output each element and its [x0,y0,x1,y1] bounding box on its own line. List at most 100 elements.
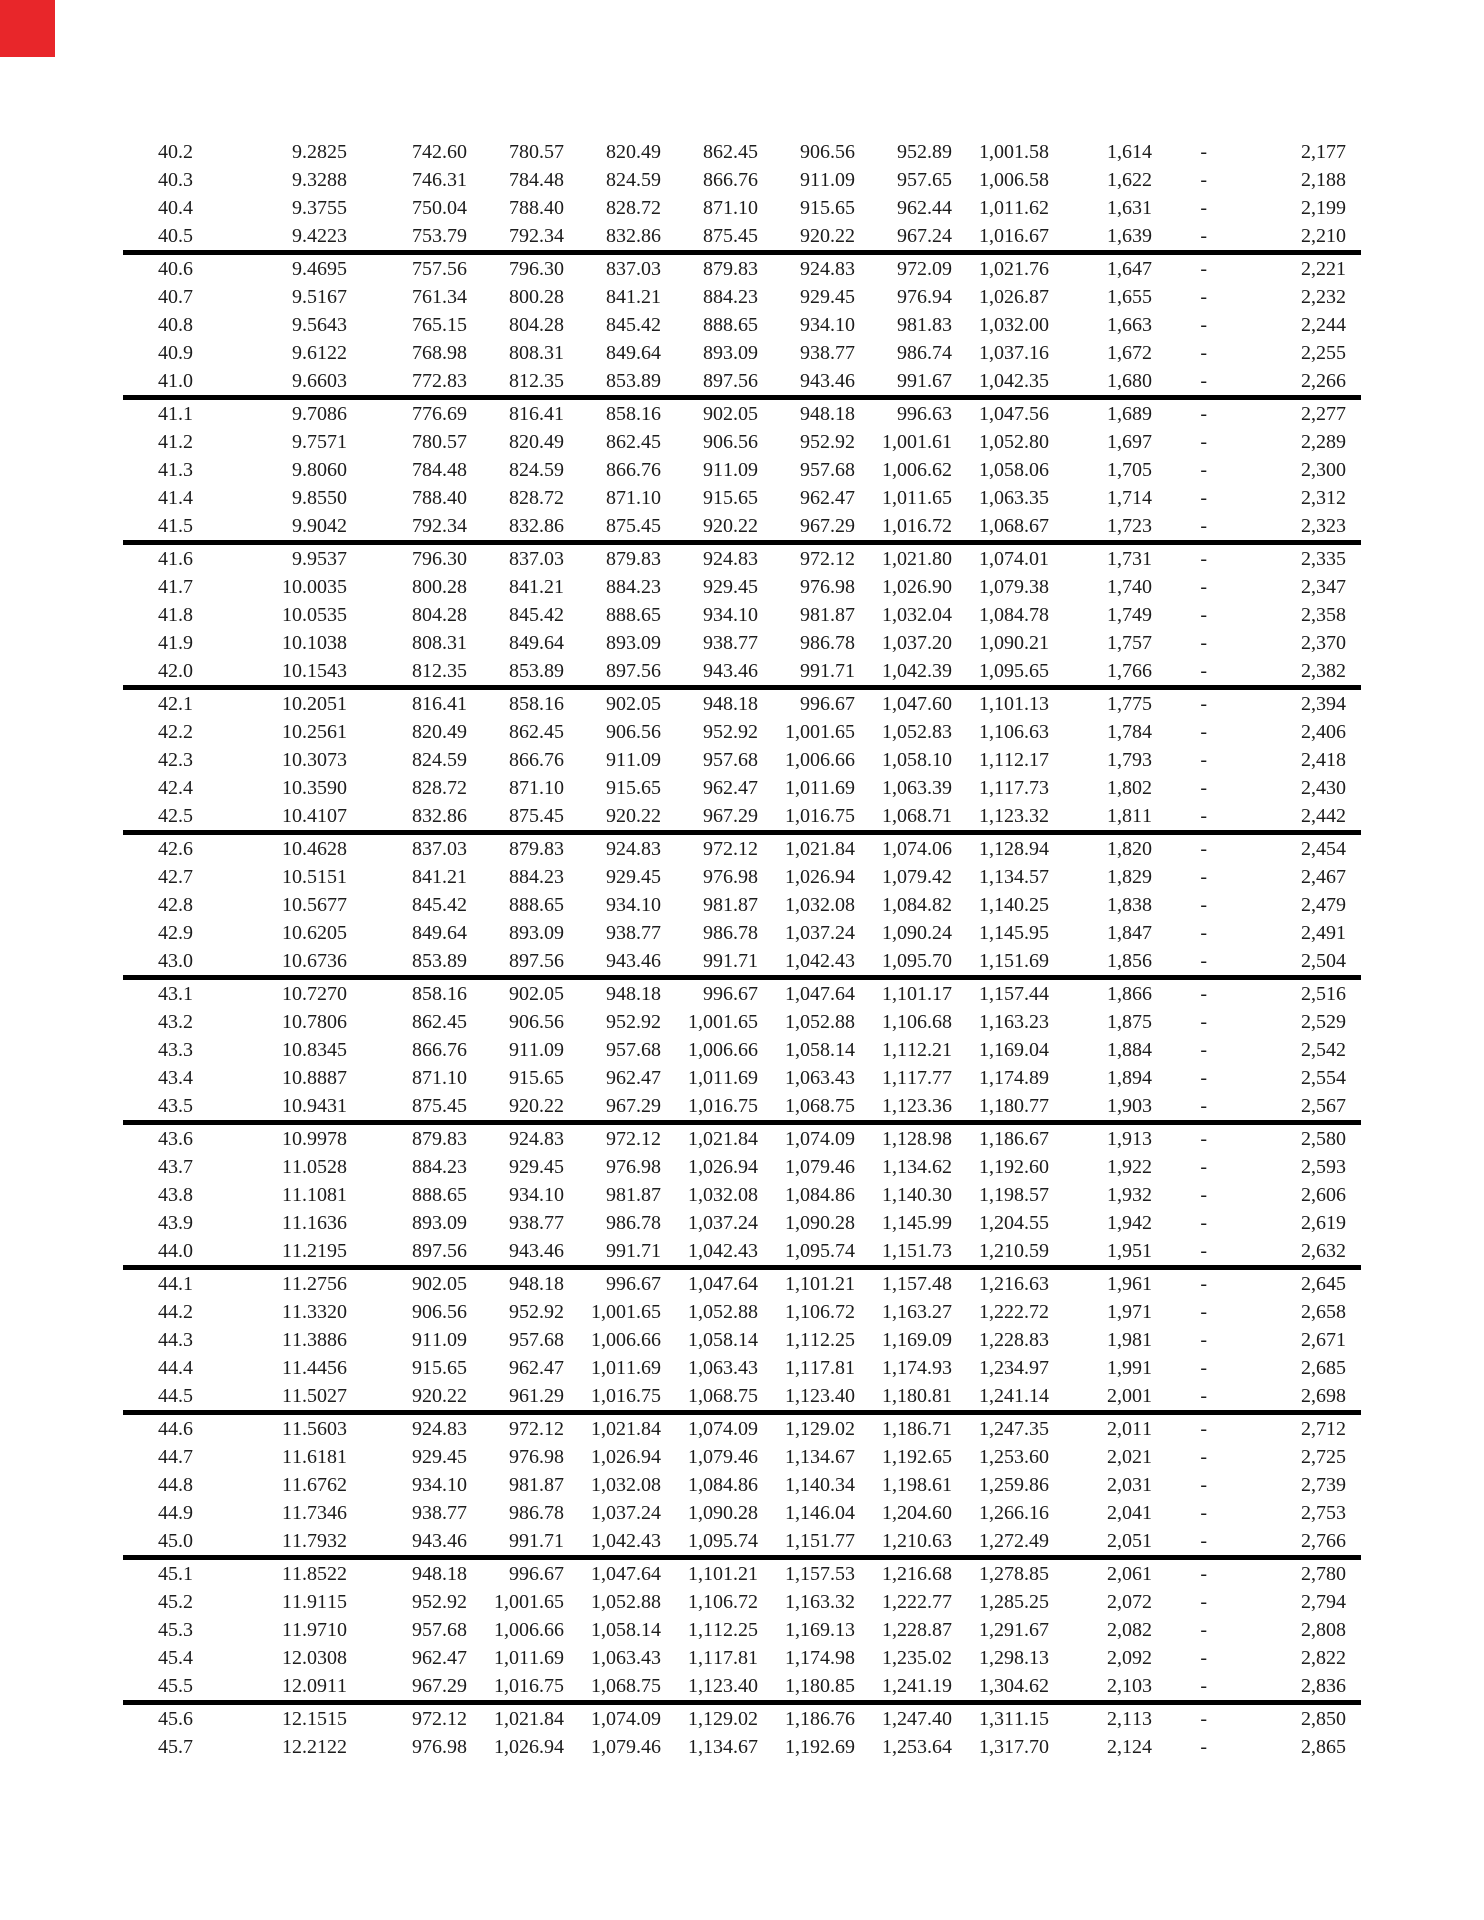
table-cell: 920.22 [606,805,661,827]
table-cell: 1,042.43 [591,1530,661,1552]
table-cell: 972.12 [758,540,855,573]
table-cell: 1,011.69 [494,1647,564,1669]
table-cell: 10.3073 [282,749,347,771]
table-cell: 1,068.71 [882,805,952,827]
table-cell: 957.68 [412,1619,467,1641]
table-cell: 952.92 [412,1591,467,1613]
table-cell: - [1200,777,1207,799]
table-cell: 862.45 [412,1011,467,1033]
table-cell: 1,079.46 [688,1446,758,1468]
row-group: 42.1 10.2051 816.41 858.16 902.05 948.18 996.6… [123,685,1361,833]
table-cell: 1,186.71 [855,1410,952,1443]
table-cell: - [1200,1240,1207,1262]
table-cell: 40.6 [123,250,193,283]
table-cell: 788.40 [412,487,467,509]
table-cell: 11.9115 [282,1591,347,1613]
table-cell: 2,041 [1107,1502,1152,1524]
table-cell: 1,266.16 [979,1502,1049,1524]
table-cell: 1,140.25 [979,894,1049,916]
table-cell: 9.9042 [292,515,347,537]
table-cell: 911.09 [606,749,661,771]
table-cell: 1,084.86 [785,1184,855,1206]
table-cell: 996.63 [855,395,952,428]
table-cell: - [1152,250,1207,283]
table-row: 45.0 11.7932 943.46 991.71 1,042.43 1,095.74 1… [123,1527,1361,1558]
table-cell: 906.56 [509,1011,564,1033]
table-cell: 10.2561 [282,721,347,743]
table-cell: 1,058.14 [785,1039,855,1061]
table-cell: - [1152,395,1207,428]
row-group: 44.1 11.2756 902.05 948.18 996.67 1,047.64 1,1… [123,1265,1361,1413]
table-cell: 1,228.83 [979,1329,1049,1351]
table-cell: 2,072 [1107,1591,1152,1613]
table-cell: 11.8522 [193,1555,347,1588]
table-cell: - [1152,830,1207,863]
table-cell: 986.78 [800,632,855,654]
table-cell: 875.45 [606,515,661,537]
table-cell: 2,323 [1301,515,1346,537]
table-cell: - [1200,604,1207,626]
table-row: 41.5 9.9042 792.34 832.86 875.45 920.22 967.29… [123,512,1361,543]
table-cell: 42.3 [158,749,193,771]
table-row: 43.6 10.9978 879.83 924.83 972.12 1,021.84 1,0… [123,1120,1361,1153]
table-cell: 1,180.77 [979,1095,1049,1117]
table-cell: 1,697 [1107,431,1152,453]
table-cell: 948.18 [661,685,758,718]
table-cell: 828.72 [606,197,661,219]
table-cell: 2,645 [1207,1265,1361,1298]
table-row: 41.1 9.7086 776.69 816.41 858.16 902.05 948.18… [123,395,1361,428]
table-cell: 961.29 [509,1385,564,1407]
table-cell: 776.69 [347,395,467,428]
table-cell: 996.67 [467,1555,564,1588]
table-cell: 2,442 [1301,805,1346,827]
table-cell: 42.2 [158,721,193,743]
table-cell: 1,304.62 [979,1675,1049,1697]
table-cell: - [1200,1095,1207,1117]
table-cell: 10.9431 [282,1095,347,1117]
table-cell: 948.18 [467,1265,564,1298]
table-cell: 2,358 [1301,604,1346,626]
table-cell: 808.31 [412,632,467,654]
table-cell: 1,026.87 [979,286,1049,308]
table-cell: 1,981 [1107,1329,1152,1351]
table-cell: 1,068.75 [688,1385,758,1407]
table-cell: 2,712 [1207,1410,1361,1443]
table-cell: 1,192.65 [882,1446,952,1468]
table-cell: 906.56 [412,1301,467,1323]
table-cell: 967.29 [800,515,855,537]
table-cell: 832.86 [412,805,467,827]
table-cell: 1,723 [1107,515,1152,537]
table-row: 40.4 9.3755 750.04 788.40 828.72 871.10 915.65… [123,194,1361,222]
table-cell: - [1200,1502,1207,1524]
table-cell: 1,052.88 [688,1301,758,1323]
table-cell: 42.8 [158,894,193,916]
table-cell: 911.09 [509,1039,564,1061]
table-cell: 2,542 [1301,1039,1346,1061]
table-cell: 40.9 [158,342,193,364]
table-cell: 43.7 [158,1156,193,1178]
table-cell: 2,406 [1301,721,1346,743]
table-cell: 2,685 [1301,1357,1346,1379]
table-cell: 1,068.67 [979,515,1049,537]
table-cell: - [1200,487,1207,509]
table-cell: 2,255 [1301,342,1346,364]
table-cell: - [1200,1591,1207,1613]
table-row: 44.7 11.6181 929.45 976.98 1,026.94 1,079.46 1… [123,1443,1361,1471]
table-cell: 44.0 [158,1240,193,1262]
table-cell: 1,074.06 [855,830,952,863]
table-row: 41.0 9.6603 772.83 812.35 853.89 897.56 943.46… [123,367,1361,398]
table-cell: 1,095.74 [688,1530,758,1552]
table-cell: 934.10 [509,1184,564,1206]
row-group: 40.2 9.2825 742.60 780.57 820.49 862.45 906.56… [123,138,1361,253]
table-cell: 948.18 [758,395,855,428]
table-cell: - [1200,141,1207,163]
table-cell: 2,479 [1301,894,1346,916]
table-cell: 40.8 [158,314,193,336]
table-row: 44.8 11.6762 934.10 981.87 1,032.08 1,084.86 1… [123,1471,1361,1499]
table-cell: 11.5603 [193,1410,347,1443]
table-row: 42.8 10.5677 845.42 888.65 934.10 981.87 1,032… [123,891,1361,919]
row-group: 43.6 10.9978 879.83 924.83 972.12 1,021.84 1,0… [123,1120,1361,1268]
table-cell: 1,074.09 [564,1700,661,1733]
table-cell: 858.16 [564,395,661,428]
table-cell: 924.83 [467,1120,564,1153]
